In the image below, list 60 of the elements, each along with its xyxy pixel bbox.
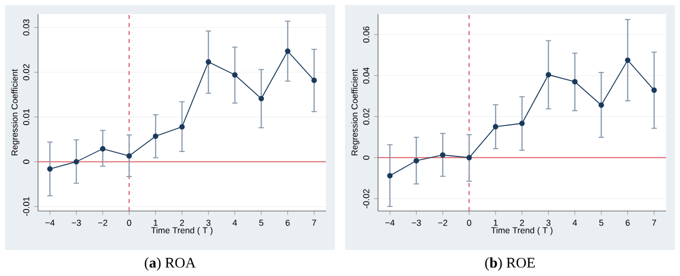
x-tick-label: 5 — [259, 220, 264, 226]
x-tick-label: 6 — [286, 220, 290, 226]
text: (b) ROE — [485, 257, 535, 271]
y-tick-label: -0.02 — [363, 189, 370, 208]
y-tick-label: 0 — [363, 156, 370, 160]
x-tick-label: 0 — [127, 220, 132, 226]
x-tick-label: 3 — [206, 220, 210, 226]
x-tick-label: 7 — [312, 220, 316, 226]
point — [126, 153, 132, 159]
x-axis-title: Time Trend ( T ) — [151, 227, 212, 236]
point — [258, 96, 264, 102]
point — [546, 72, 552, 78]
x-tick-label: 3 — [546, 220, 550, 226]
x-tick-label: −2 — [438, 220, 448, 226]
point — [598, 102, 604, 108]
x-tick-label: 1 — [154, 220, 158, 226]
point — [47, 166, 53, 172]
point — [440, 152, 446, 158]
y-tick-label: 0.04 — [363, 67, 370, 84]
point — [232, 72, 238, 78]
y-axis-title: Regression Coefficient — [11, 69, 20, 156]
y-tick-label: 0 — [23, 160, 30, 164]
text: (a) ROA — [144, 257, 196, 271]
y-axis-title: Regression Coefficient — [351, 69, 360, 156]
y-tick-label: 0.01 — [23, 108, 30, 126]
point — [519, 120, 525, 126]
point — [651, 87, 657, 93]
x-tick-label: 2 — [180, 220, 184, 226]
point — [387, 172, 393, 178]
y-tick-label: 0.02 — [23, 64, 30, 80]
y-tick-label: 0.03 — [23, 19, 30, 36]
point — [311, 78, 317, 84]
point — [74, 159, 80, 164]
y-tick-label: -0.01 — [23, 197, 30, 216]
x-axis-title: Time Trend ( T ) — [491, 227, 552, 236]
x-tick-label: 0 — [467, 220, 472, 226]
x-tick-label: 6 — [626, 220, 630, 226]
x-tick-label: 5 — [599, 220, 604, 226]
point — [152, 133, 158, 139]
x-tick-label: −3 — [412, 220, 421, 226]
point — [414, 158, 420, 164]
x-tick-label: 1 — [494, 220, 498, 226]
point — [466, 154, 472, 160]
point — [284, 48, 290, 54]
x-tick-label: 7 — [652, 220, 656, 226]
x-tick-label: 4 — [572, 220, 577, 226]
x-tick-label: 4 — [232, 220, 237, 226]
point — [179, 124, 185, 130]
y-tick-label: 0.02 — [363, 108, 370, 125]
x-tick-label: −4 — [385, 220, 395, 226]
point — [100, 146, 106, 152]
point — [572, 78, 578, 84]
point — [206, 59, 212, 65]
y-tick-label: 0.06 — [363, 26, 370, 43]
x-tick-label: −4 — [45, 220, 55, 226]
x-tick-label: 2 — [520, 220, 524, 226]
x-tick-label: −3 — [72, 220, 81, 226]
x-tick-label: −2 — [98, 220, 108, 226]
point — [492, 124, 498, 130]
point — [624, 57, 630, 63]
